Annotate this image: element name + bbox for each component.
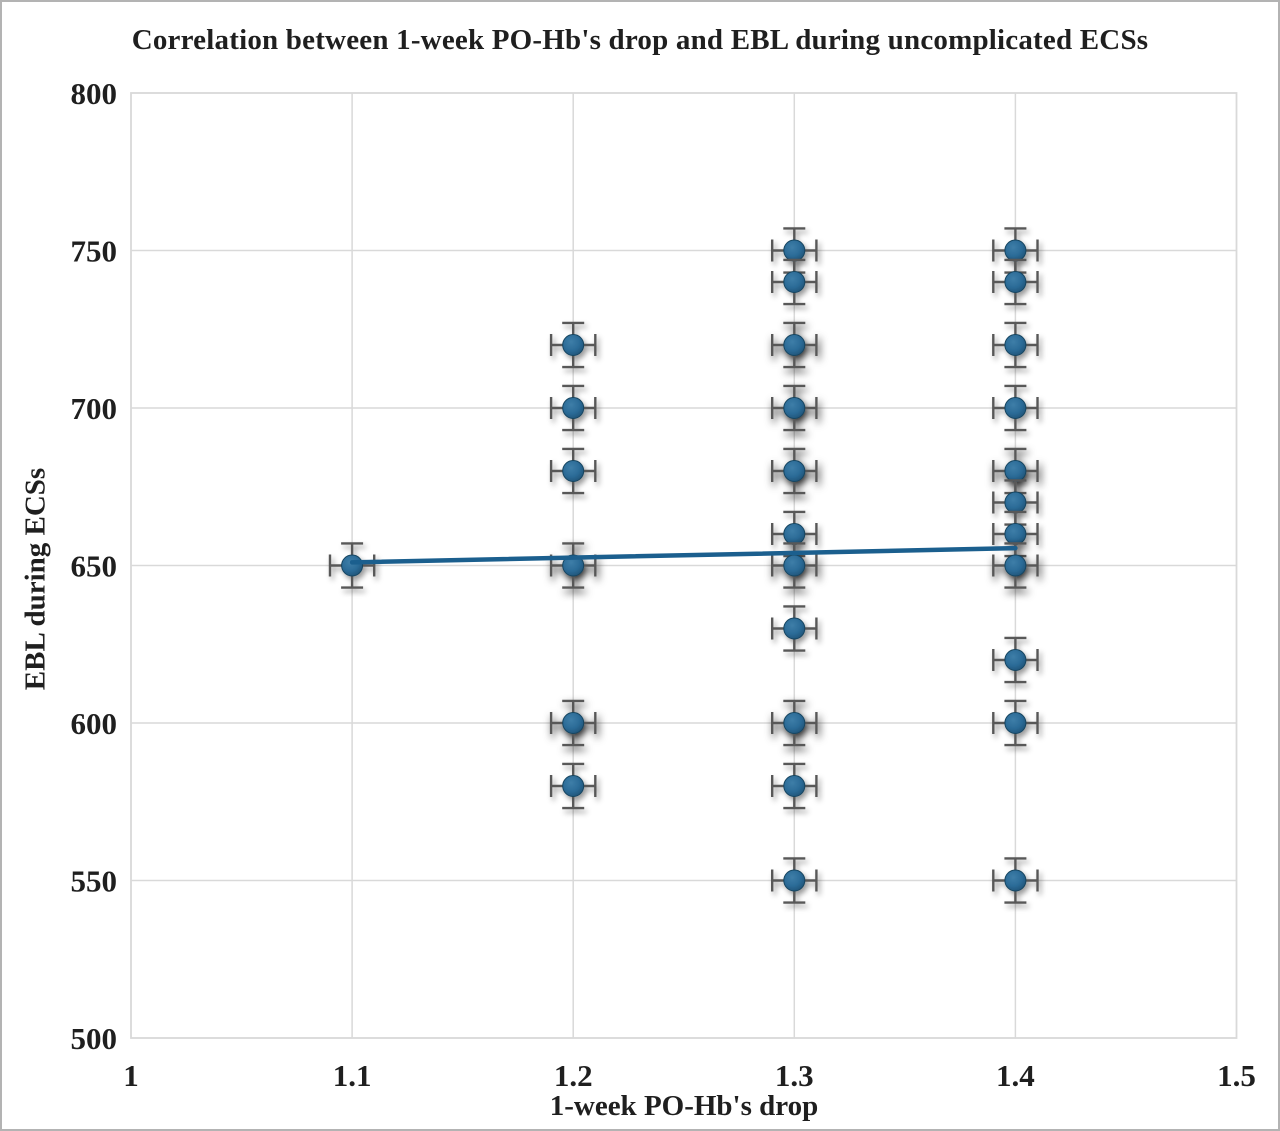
data-point — [992, 447, 1039, 495]
x-tick-label: 1.5 — [1217, 1058, 1256, 1093]
y-tick-label: 650 — [71, 549, 118, 584]
data-point — [992, 699, 1039, 747]
x-tick-label: 1.4 — [996, 1058, 1035, 1093]
data-point — [992, 227, 1039, 274]
data-point — [770, 227, 818, 274]
data-point — [770, 321, 818, 369]
scatter-marker — [1004, 523, 1027, 545]
data-point — [992, 542, 1039, 589]
scatter-marker — [1004, 271, 1027, 293]
scatter-marker — [562, 554, 585, 577]
x-tick-label: 1.3 — [775, 1058, 814, 1093]
data-point — [549, 321, 597, 369]
data-point — [992, 321, 1039, 369]
scatter-marker — [1004, 239, 1027, 262]
scatter-marker — [783, 271, 806, 293]
plot-border — [130, 92, 1238, 1039]
trendline — [349, 545, 1018, 565]
chart-title: Correlation between 1-week PO-Hb's drop … — [131, 24, 1149, 56]
scatter-marker — [1004, 554, 1027, 577]
data-point — [770, 542, 818, 589]
data-point — [770, 384, 818, 432]
y-tick-label: 550 — [71, 864, 118, 899]
scatter-marker — [1004, 649, 1027, 671]
data-point — [549, 762, 597, 810]
scatter-marker — [562, 334, 585, 356]
data-point — [549, 447, 597, 495]
y-tick-label: 750 — [71, 234, 118, 269]
scatter-marker — [783, 775, 806, 797]
data-point — [770, 447, 818, 495]
scatter-marker — [783, 617, 806, 640]
scatter-marker — [562, 712, 585, 734]
scatter-marker — [783, 523, 806, 545]
x-tick-label: 1 — [123, 1058, 139, 1093]
scatter-marker — [783, 334, 806, 356]
scatter-marker — [783, 397, 806, 419]
data-point — [992, 636, 1039, 684]
data-point — [770, 699, 818, 747]
scatter-marker — [1004, 869, 1027, 892]
data-point — [549, 384, 597, 432]
scatter-marker — [783, 460, 806, 482]
scatter-marker — [1004, 334, 1027, 356]
y-tick-label: 800 — [71, 76, 118, 111]
scatter-marker — [562, 397, 585, 419]
y-tick-label: 700 — [71, 391, 118, 426]
scatter-marker — [562, 775, 585, 797]
data-point — [549, 699, 597, 747]
data-point — [992, 857, 1039, 904]
scatter-marker — [783, 869, 806, 892]
y-tick-label: 600 — [71, 706, 118, 741]
data-point — [992, 258, 1039, 306]
scatter-marker — [1004, 460, 1027, 482]
scatter-marker — [562, 460, 585, 482]
scatter-marker — [1004, 397, 1027, 419]
scatter-marker — [783, 239, 806, 262]
scatter-marker — [341, 554, 364, 577]
data-point — [770, 857, 818, 904]
scatter-marker — [1004, 491, 1027, 514]
scatter-marker — [783, 712, 806, 734]
data-point — [770, 510, 818, 558]
data-point — [770, 762, 818, 810]
x-axis-title: 1-week PO-Hb's drop — [549, 1090, 819, 1122]
data-point — [549, 542, 597, 589]
data-point — [328, 542, 376, 589]
data-point — [770, 605, 818, 652]
x-tick-label: 1.2 — [554, 1058, 593, 1093]
data-point — [992, 384, 1039, 432]
x-tick-label: 1.1 — [333, 1058, 372, 1093]
data-point — [770, 258, 818, 306]
scatter-marker — [783, 554, 806, 577]
y-tick-label: 500 — [71, 1021, 118, 1056]
scatter-marker — [1004, 712, 1027, 734]
